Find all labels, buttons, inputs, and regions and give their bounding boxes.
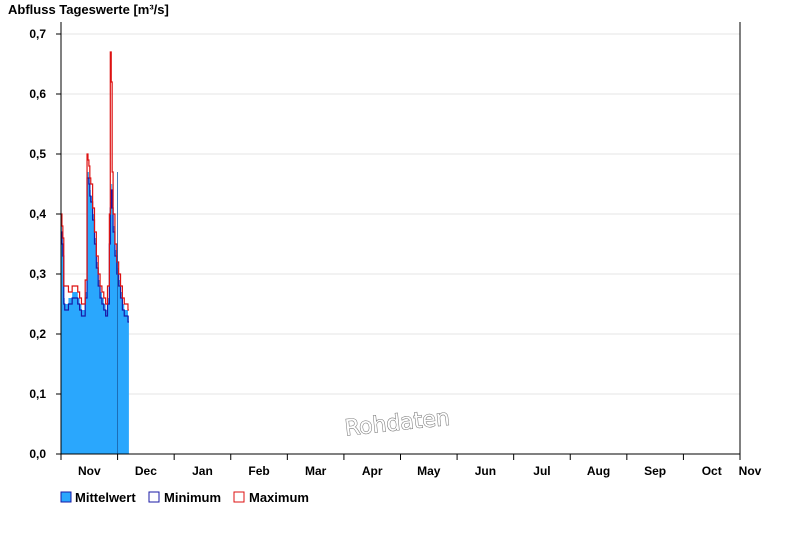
legend: Mittelwert Minimum Maximum (60, 490, 309, 505)
y-tick-label: 0,4 (29, 207, 46, 221)
x-tick-label: Jul (533, 464, 550, 478)
series-layer (61, 51, 129, 454)
x-tick-label: Jan (192, 464, 213, 478)
legend-swatch-mittelwert (60, 491, 72, 503)
legend-label-maximum: Maximum (249, 490, 309, 505)
legend-swatch-minimum (148, 491, 160, 503)
y-tick-label: 0,2 (29, 327, 46, 341)
x-tick-label: Aug (587, 464, 610, 478)
legend-label-mittelwert: Mittelwert (75, 490, 136, 505)
x-tick-label: Sep (644, 464, 666, 478)
x-ticks: Nov Dec Jan Feb Mar Apr May Jun Jul Aug Sep Oct Nov (60, 454, 762, 478)
x-tick-label: Apr (362, 464, 383, 478)
chart-title: Abfluss Tageswerte [m³/s] (8, 2, 169, 17)
x-tick-label: Nov (739, 464, 762, 478)
legend-item-mittelwert: Mittelwert (60, 490, 136, 505)
x-tick-label: Oct (702, 464, 722, 478)
y-tick-label: 0,5 (29, 147, 46, 161)
y-tick-label: 0,1 (29, 387, 46, 401)
legend-swatch-maximum (233, 491, 245, 503)
legend-item-maximum: Maximum (233, 490, 309, 505)
x-tick-label: Jun (475, 464, 496, 478)
series-line-maximum (61, 51, 129, 311)
y-tick-label: 0,7 (29, 27, 46, 41)
legend-item-minimum: Minimum (148, 490, 221, 505)
gridlines (61, 33, 740, 395)
y-tick-label: 0,6 (29, 87, 46, 101)
x-tick-label: Nov (78, 464, 101, 478)
x-tick-label: Feb (248, 464, 269, 478)
y-ticks: 0,0 0,1 0,2 0,3 0,4 0,5 0,6 0,7 (29, 27, 61, 461)
y-tick-label: 0,0 (29, 447, 46, 461)
x-tick-label: Mar (305, 464, 327, 478)
x-tick-label: Dec (135, 464, 157, 478)
y-tick-label: 0,3 (29, 267, 46, 281)
series-area-mittelwert (61, 172, 129, 454)
legend-label-minimum: Minimum (164, 490, 221, 505)
x-tick-label: May (417, 464, 441, 478)
watermark-text: Rohdaten (344, 406, 451, 442)
